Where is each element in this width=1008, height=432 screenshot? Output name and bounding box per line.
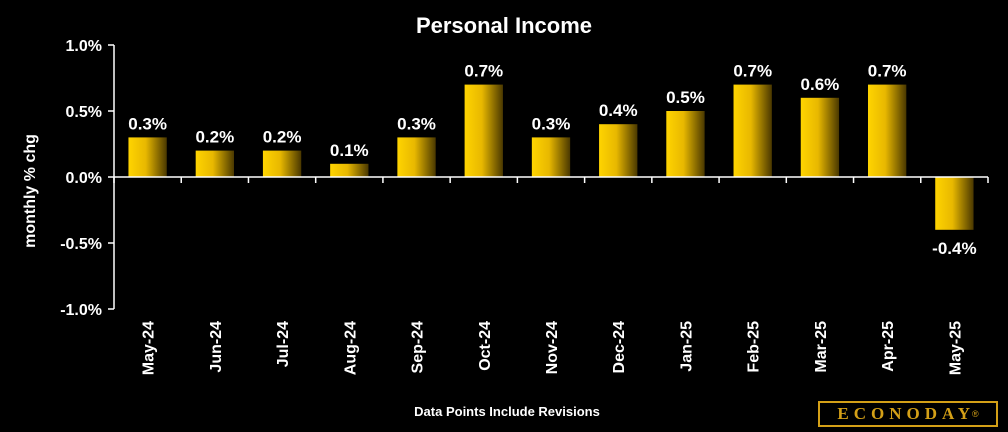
x-tick-label: Sep-24 [410, 321, 427, 374]
bars: 0.3% 0.2% 0.2% 0.1% 0.3% 0.7% 0.3% 0.4% 0.5% 0.7%… [128, 62, 976, 258]
data-label: 0.2% [263, 128, 302, 147]
y-tick-label: 0.0% [66, 170, 102, 187]
y-tick-label: 1.0% [66, 38, 102, 55]
x-tick-label: May-24 [141, 321, 158, 375]
x-tick-label: Jun-24 [208, 321, 225, 373]
data-label: 0.4% [599, 101, 638, 120]
econoday-logo: ECONODAY ® [818, 401, 998, 427]
data-label: 0.1% [330, 141, 369, 160]
bar [733, 84, 772, 177]
x-axis: May-24 Jun-24 Jul-24 Aug-24 Sep-24 Oct-24 Nov-… [113, 176, 989, 375]
data-label: 0.3% [397, 114, 436, 133]
y-axis: 1.0% 0.5% 0.0% -0.5% -1.0% [60, 38, 115, 319]
bar [464, 84, 503, 177]
y-axis-label: monthly % chg [22, 134, 39, 248]
data-label: -0.4% [932, 239, 976, 258]
y-tick-label: -0.5% [60, 236, 102, 253]
y-tick-label: -1.0% [60, 302, 102, 319]
footnote: Data Points Include Revisions [414, 404, 600, 419]
brand-name: ECONODAY [837, 404, 975, 423]
x-tick-label: Nov-24 [544, 321, 561, 374]
bar [531, 137, 571, 177]
bar [262, 150, 302, 177]
x-tick-label: Mar-25 [813, 321, 830, 373]
data-label: 0.2% [195, 128, 234, 147]
bar [397, 137, 436, 177]
data-label: 0.3% [128, 114, 167, 133]
bar [800, 97, 840, 177]
bar [666, 111, 705, 177]
chart-title: Personal Income [416, 13, 592, 38]
x-tick-label: Apr-25 [880, 321, 897, 372]
bar [935, 177, 974, 230]
data-label: 0.5% [666, 88, 705, 107]
data-label: 0.6% [801, 75, 840, 94]
bar [128, 137, 167, 177]
x-tick-label: Dec-24 [611, 321, 628, 374]
x-tick-label: Jul-24 [275, 321, 292, 367]
x-tick-label: Jan-25 [678, 321, 695, 372]
x-tick-label: Aug-24 [342, 321, 359, 375]
data-label: 0.7% [464, 62, 503, 81]
data-label: 0.7% [733, 62, 772, 81]
data-label: 0.7% [868, 62, 907, 81]
x-tick-label: Feb-25 [746, 321, 763, 373]
x-tick-label: May-25 [947, 321, 964, 375]
x-tick-label: Oct-24 [477, 321, 494, 371]
bar [599, 124, 638, 177]
bar [195, 150, 235, 177]
data-label: 0.3% [532, 114, 571, 133]
bar [330, 163, 369, 177]
registered-mark: ® [971, 409, 979, 419]
bar [867, 84, 907, 177]
y-tick-label: 0.5% [66, 104, 102, 121]
